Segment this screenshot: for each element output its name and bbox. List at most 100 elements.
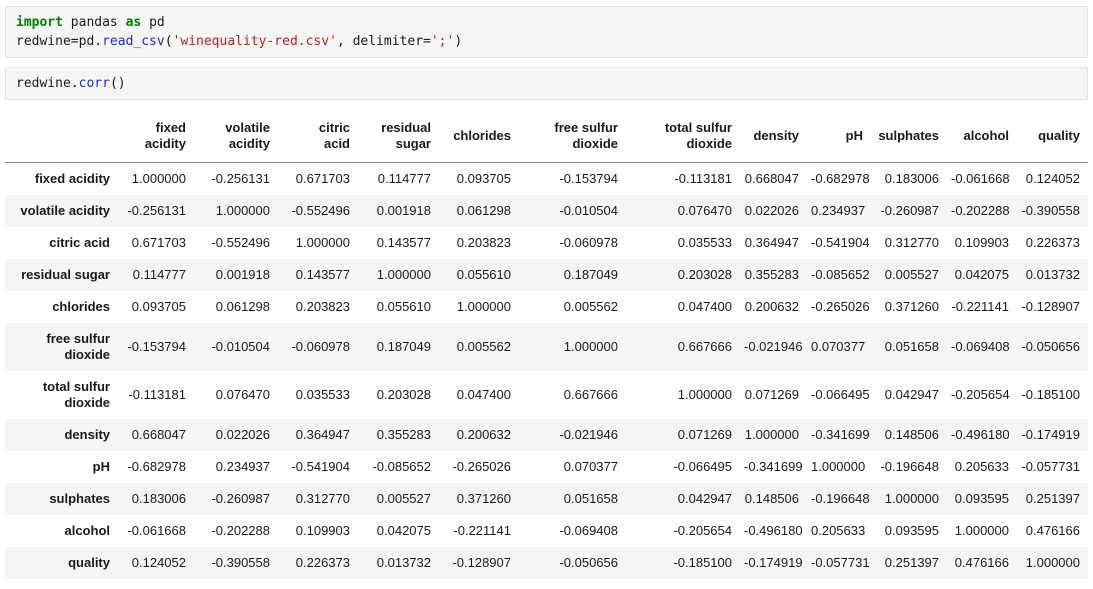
correlation-value: 0.051658 — [563, 491, 618, 506]
correlation-value: 0.005562 — [456, 339, 511, 354]
correlation-value: 0.076470 — [677, 203, 732, 218]
correlation-value: -0.128907 — [1021, 299, 1080, 314]
table-row: pH -0.682978 0.234937 -0.541904 -0.085652 -0.… — [5, 451, 1088, 483]
output-area: fixed acidity volatile acidity citric acid res… — [5, 114, 1088, 579]
correlation-value: -0.341699 — [811, 427, 870, 442]
correlation-value: 0.114777 — [377, 171, 431, 186]
correlation-value: 0.005527 — [884, 267, 939, 282]
correlation-value: -0.341699 — [744, 459, 803, 474]
row-header: total sulfur dioxide — [42, 379, 110, 410]
correlation-value: 0.148506 — [744, 491, 799, 506]
correlation-value: -0.221141 — [951, 299, 1009, 314]
correlation-value: -0.185100 — [1021, 387, 1080, 402]
table-row: alcohol -0.061668 -0.202288 0.109903 0.04207… — [5, 515, 1088, 547]
row-header: density — [64, 427, 110, 442]
corner-cell — [5, 114, 118, 163]
correlation-value: 0.047400 — [677, 299, 732, 314]
correlation-value: -0.050656 — [559, 555, 618, 570]
correlation-value: 0.668047 — [131, 427, 186, 442]
correlation-value: -0.552496 — [211, 235, 270, 250]
correlation-value: 0.061298 — [215, 299, 270, 314]
correlation-value: 0.109903 — [954, 235, 1009, 250]
correlation-value: 0.476166 — [1025, 523, 1080, 538]
correlation-value: 0.226373 — [295, 555, 350, 570]
code-token-kw: import — [16, 15, 63, 30]
correlation-value: 0.667666 — [677, 339, 732, 354]
column-header-row: fixed acidity volatile acidity citric acid res… — [5, 114, 1088, 163]
row-header: volatile acidity — [20, 203, 110, 218]
correlation-value: 1.000000 — [131, 171, 186, 186]
correlation-value: 0.364947 — [295, 427, 350, 442]
correlation-value: -0.113181 — [128, 387, 186, 402]
table-row: fixed acidity 1.000000 -0.256131 0.671703 0.… — [5, 163, 1088, 196]
correlation-value: -0.069408 — [559, 523, 618, 538]
code-token-plain: ) — [454, 34, 463, 49]
correlation-value: 0.183006 — [131, 491, 186, 506]
correlation-value: 0.047400 — [456, 387, 511, 402]
correlation-value: 0.042075 — [954, 267, 1009, 282]
correlation-value: -0.066495 — [673, 459, 732, 474]
correlation-value: 0.093595 — [884, 523, 939, 538]
correlation-value: 0.234937 — [811, 203, 866, 218]
code-token-str: ';' — [430, 34, 455, 49]
correlation-value: -0.174919 — [1021, 427, 1080, 442]
table-row: density 0.668047 0.022026 0.364947 0.355283 0… — [5, 419, 1088, 451]
correlation-value: 0.143577 — [376, 235, 431, 250]
correlation-value: 0.124052 — [131, 555, 186, 570]
correlation-value: 0.071269 — [744, 387, 799, 402]
correlation-value: -0.061668 — [951, 171, 1010, 186]
row-header: free sulfur dioxide — [46, 331, 110, 362]
correlation-value: 0.109903 — [295, 523, 350, 538]
correlation-value: -0.061668 — [127, 523, 186, 538]
correlation-value: 0.312770 — [884, 235, 939, 250]
correlation-value: -0.552496 — [291, 203, 350, 218]
correlation-value: 0.667666 — [563, 387, 618, 402]
correlation-value: 1.000000 — [376, 267, 431, 282]
correlation-value: 0.114777 — [132, 267, 186, 282]
correlation-value: 0.205633 — [811, 523, 866, 538]
correlation-value: -0.010504 — [211, 339, 270, 354]
correlation-value: 0.076470 — [215, 387, 270, 402]
correlation-value: 0.251397 — [884, 555, 939, 570]
correlation-value: 0.070377 — [811, 339, 866, 354]
correlation-value: 0.671703 — [295, 171, 350, 186]
column-header: alcohol — [947, 114, 1017, 163]
correlation-value: -0.153794 — [559, 171, 618, 186]
correlation-value: 0.022026 — [215, 427, 270, 442]
correlation-value: 0.203028 — [376, 387, 431, 402]
correlation-value: -0.069408 — [951, 339, 1010, 354]
correlation-value: 0.022026 — [744, 203, 799, 218]
correlation-value: -0.682978 — [811, 171, 870, 186]
correlation-value: 0.005527 — [376, 491, 431, 506]
correlation-value: 0.055610 — [456, 267, 511, 282]
code-cell-corr[interactable]: redwine.corr() — [5, 67, 1088, 100]
correlation-value: 1.000000 — [456, 299, 511, 314]
correlation-value: 0.203823 — [295, 299, 350, 314]
correlation-value: 0.183006 — [884, 171, 939, 186]
correlation-value: -0.010504 — [559, 203, 618, 218]
correlation-value: -0.060978 — [559, 235, 618, 250]
correlation-value: -0.202288 — [951, 203, 1010, 218]
correlation-value: -0.085652 — [811, 267, 870, 282]
correlation-value: 0.355283 — [744, 267, 799, 282]
correlation-value: 0.148506 — [884, 427, 939, 442]
correlation-value: -0.221141 — [453, 523, 511, 538]
correlation-value: -0.260987 — [211, 491, 270, 506]
correlation-value: -0.265026 — [811, 299, 870, 314]
correlation-value: -0.196648 — [880, 459, 939, 474]
correlation-table-body: fixed acidity 1.000000 -0.256131 0.671703 0.… — [5, 163, 1088, 579]
correlation-value: 0.371260 — [456, 491, 511, 506]
correlation-value: 0.005562 — [563, 299, 618, 314]
code-token-fn: corr — [78, 76, 110, 91]
correlation-value: 0.042075 — [376, 523, 431, 538]
correlation-value: 0.364947 — [744, 235, 799, 250]
code-token-plain: () — [109, 76, 126, 91]
code-cell-import[interactable]: import pandas as pd redwine=pd.read_csv('… — [5, 6, 1088, 58]
column-header: density — [740, 114, 807, 163]
correlation-value: 0.226373 — [1025, 235, 1080, 250]
column-header: residual sugar — [358, 114, 439, 163]
table-row: quality 0.124052 -0.390558 0.226373 0.013732… — [5, 547, 1088, 579]
correlation-table: fixed acidity volatile acidity citric acid res… — [5, 114, 1088, 579]
correlation-value: 0.071269 — [677, 427, 732, 442]
correlation-value: -0.496180 — [951, 427, 1010, 442]
